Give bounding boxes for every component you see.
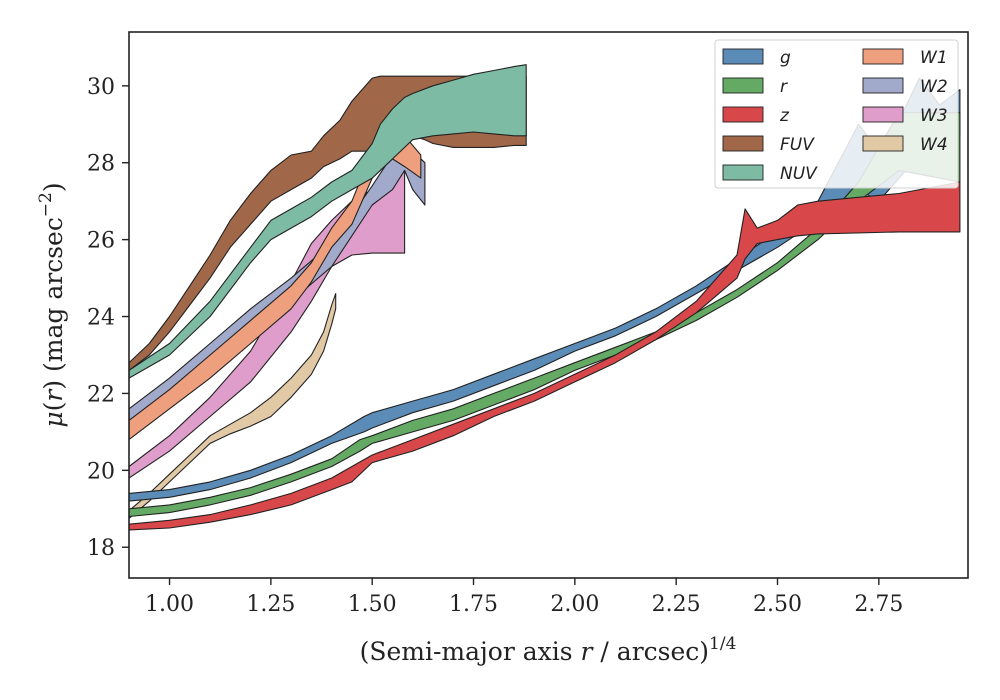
legend-swatch-z	[722, 106, 764, 123]
legend-swatch-W4	[862, 135, 904, 152]
legend-label-W3: W3	[920, 106, 948, 126]
band-g	[129, 77, 961, 502]
x-tick-label: 1.75	[449, 592, 498, 617]
y-axis-label: μ(r) (mag arcsec−2)	[36, 182, 68, 427]
legend-swatch-g	[722, 48, 764, 65]
legend-label-z: z	[779, 106, 790, 126]
x-tick-label: 2.75	[854, 592, 903, 617]
x-tick-label: 2.25	[652, 592, 701, 617]
x-axis-label: (Semi-major axis r / arcsec)1/4	[360, 634, 737, 666]
legend-label-FUV: FUV	[780, 135, 815, 155]
legend-label-W2: W2	[920, 77, 948, 97]
y-tick-label: 28	[87, 152, 115, 177]
band-z	[129, 181, 961, 531]
x-axis-ticks: 1.00 1.25 1.50 1.75 2.00 2.25 2.50 2.75	[145, 578, 903, 617]
y-tick-label: 22	[87, 382, 115, 407]
x-tick-label: 1.25	[246, 592, 295, 617]
x-tick-label: 2.50	[753, 592, 802, 617]
band-NUV	[129, 64, 527, 379]
y-tick-label: 20	[87, 459, 115, 484]
legend-label-W1: W1	[920, 48, 948, 68]
legend-swatch-r	[722, 77, 764, 94]
legend-label-W4: W4	[920, 135, 948, 155]
legend-label-r: r	[780, 77, 788, 97]
legend: grz FUV NUV W1 W2 W3 W4	[714, 39, 959, 189]
y-tick-label: 18	[87, 536, 115, 561]
y-tick-label: 26	[87, 229, 115, 254]
x-tick-label: 2.00	[550, 592, 599, 617]
y-axis-ticks: 18 20 22 24 26 28 30	[87, 75, 129, 561]
plot-frame	[128, 31, 969, 579]
legend-swatch-W2	[862, 77, 904, 94]
legend-swatch-FUV	[722, 135, 764, 152]
y-tick-label: 24	[87, 306, 115, 331]
legend-swatch-NUV	[722, 164, 764, 181]
legend-items: grz FUV NUV W1 W2 W3 W4	[722, 48, 948, 184]
x-tick-label: 1.00	[145, 592, 194, 617]
legend-swatch-W1	[862, 48, 904, 65]
x-tick-label: 1.50	[348, 592, 397, 617]
y-tick-label: 30	[87, 75, 115, 100]
legend-label-g: g	[780, 48, 791, 68]
legend-swatch-W3	[862, 106, 904, 123]
legend-label-NUV: NUV	[780, 164, 818, 184]
